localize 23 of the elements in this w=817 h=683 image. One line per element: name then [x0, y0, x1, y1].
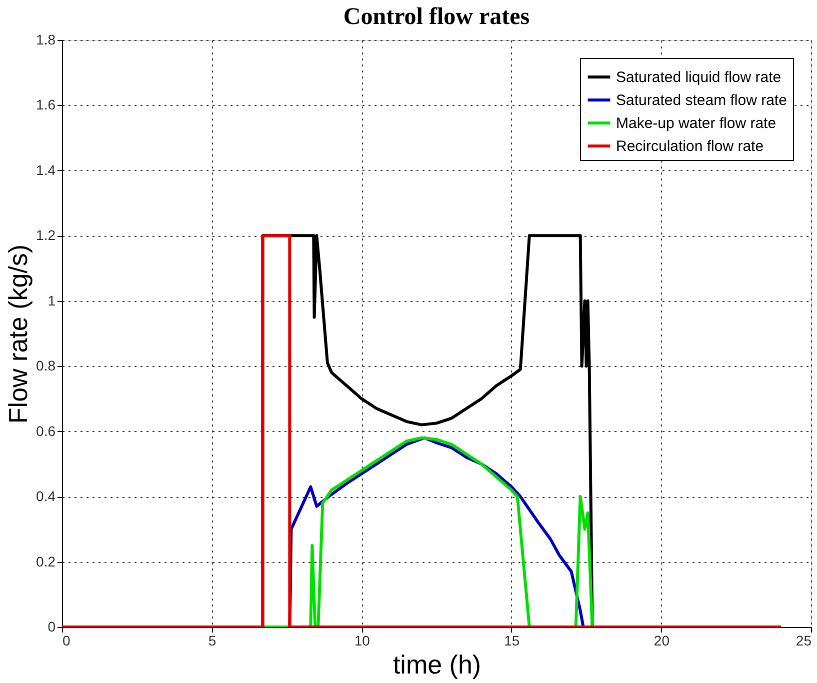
y-tick-label: 0.2 — [36, 553, 56, 570]
x-tick-label: 10 — [354, 632, 370, 648]
y-tick-label: 1.2 — [36, 227, 56, 244]
y-tick-label: 1.8 — [36, 32, 56, 48]
y-tick-label: 1.6 — [36, 96, 56, 113]
legend-label: Make-up water flow rate — [616, 115, 776, 132]
y-tick-label: 1.4 — [36, 162, 56, 178]
y-axis-title: Flow rate (kg/s) — [3, 244, 34, 424]
x-tick-label: 20 — [654, 632, 670, 648]
y-tick-label: 0.8 — [36, 358, 56, 374]
x-tick-label: 25 — [796, 632, 812, 648]
legend-label: Saturated steam flow rate — [616, 92, 787, 109]
x-axis-title: time (h) — [392, 650, 482, 680]
y-tick-label: 1 — [48, 292, 56, 308]
chart-title: Control flow rates — [343, 4, 530, 30]
legend-label: Saturated liquid flow rate — [616, 69, 782, 86]
x-tick-label: 0 — [62, 632, 70, 648]
x-tick-label: 5 — [208, 632, 216, 648]
y-tick-label: 0 — [48, 618, 56, 634]
x-tick-label: 15 — [504, 632, 520, 648]
legend-label: Recirculation flow rate — [616, 138, 764, 155]
y-tick-label: 0.4 — [36, 488, 56, 504]
y-tick-label: 0.6 — [36, 422, 56, 439]
